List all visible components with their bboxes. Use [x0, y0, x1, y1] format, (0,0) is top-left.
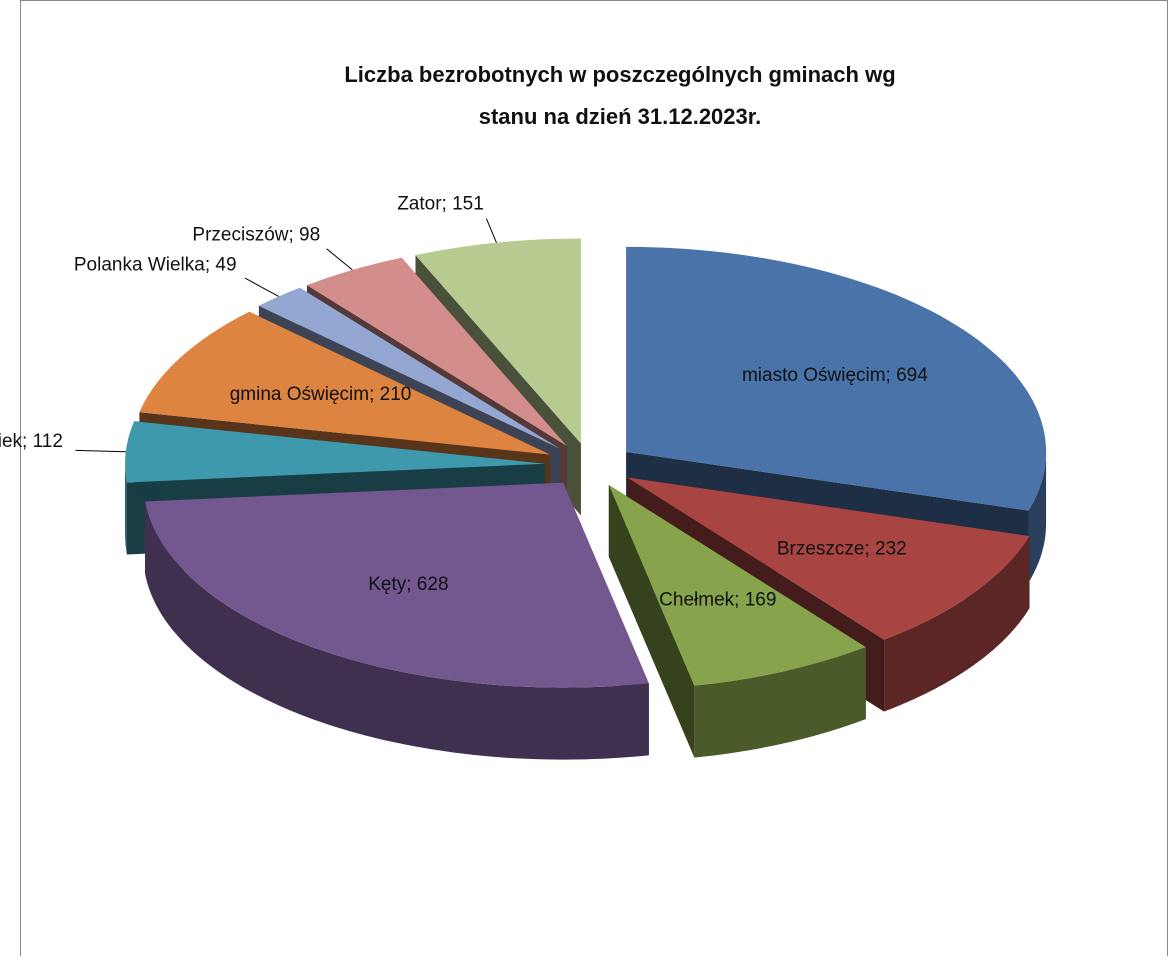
slice-top: miasto Oświęcim	[626, 246, 1047, 511]
data-label: gmina Oświęcim; 210	[230, 384, 412, 405]
slice-top: Przeciszów	[306, 257, 568, 447]
slice-radial-side	[608, 484, 695, 758]
data-label: Osiek; 112	[0, 431, 63, 452]
slice-outer-side	[125, 463, 127, 555]
leader-line	[326, 248, 353, 271]
leader-line	[485, 218, 497, 243]
data-label: Kęty; 628	[368, 574, 448, 595]
slice-top: Osiek	[125, 421, 546, 483]
data-label: Przeciszów; 98	[192, 224, 320, 245]
slice-top: Brzeszcze	[627, 477, 1030, 640]
slice-top: gmina Oświęcim	[139, 311, 551, 455]
leader-line	[244, 277, 279, 297]
data-label: Zator; 151	[397, 194, 484, 215]
slice-outer-side	[694, 647, 866, 758]
slice-top: Polanka Wielka	[258, 287, 560, 449]
leader-line	[75, 449, 126, 453]
slice-top: Kęty	[145, 482, 649, 688]
data-label: Polanka Wielka; 49	[74, 255, 237, 276]
slice-outer-side	[145, 501, 649, 760]
chart-title: Liczba bezrobotnych w poszczególnych gmi…	[344, 62, 895, 87]
data-label: Brzeszcze; 232	[777, 538, 907, 559]
slice-outer-side	[884, 536, 1030, 712]
data-label: miasto Oświęcim; 694	[742, 365, 928, 386]
slice-top: Chełmek	[608, 484, 866, 686]
slice-outer-side	[1028, 451, 1047, 583]
chart-subtitle: stanu na dzień 31.12.2023r.	[479, 104, 761, 129]
slice: Kęty	[145, 482, 649, 760]
slice: Chełmek	[608, 484, 866, 758]
data-label: Chełmek; 169	[659, 589, 776, 610]
slice-top: Zator	[415, 238, 581, 444]
